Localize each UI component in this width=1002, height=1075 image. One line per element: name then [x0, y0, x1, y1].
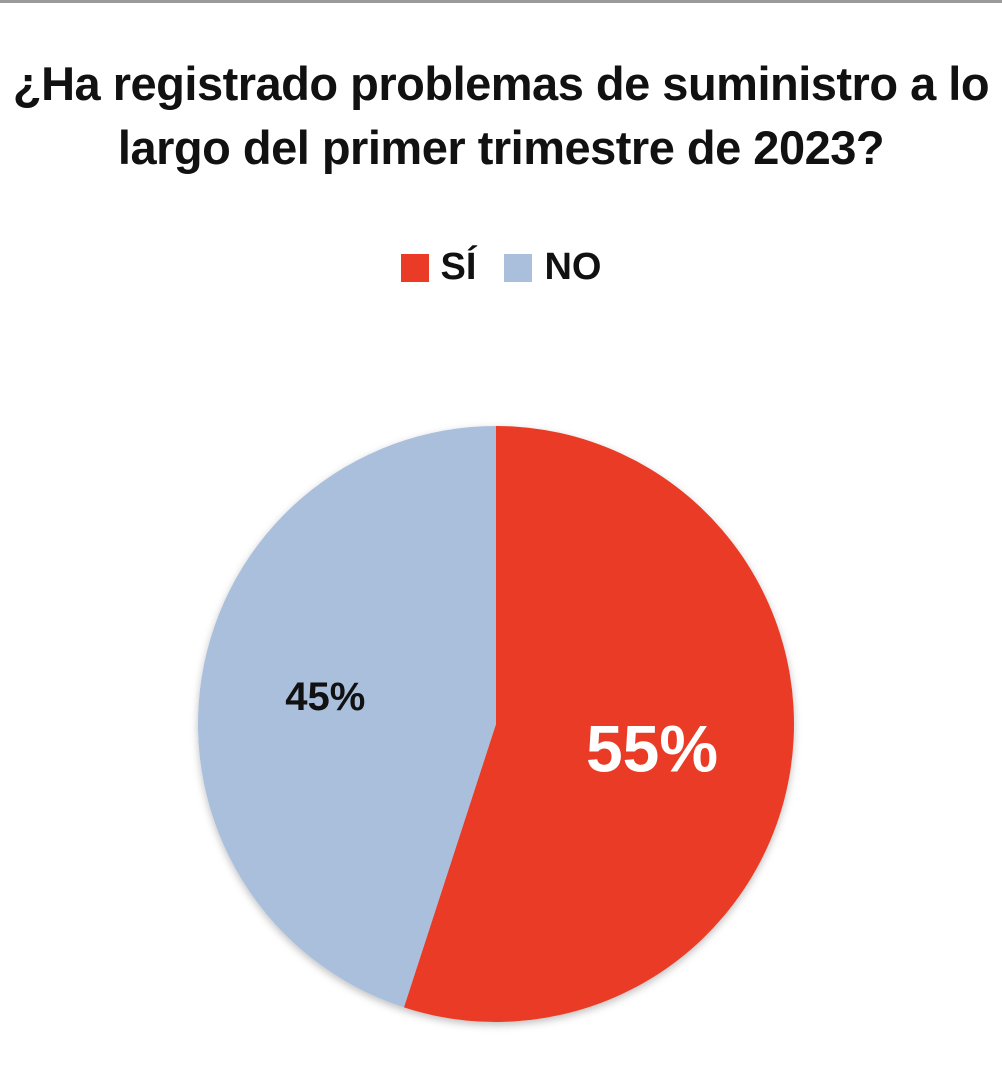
top-divider	[0, 0, 1002, 3]
legend-item-si: SÍ	[400, 246, 477, 289]
chart-title: ¿Ha registrado problemas de suministro a…	[12, 57, 990, 174]
legend-swatch-no	[504, 253, 533, 282]
legend-swatch-si	[400, 253, 429, 282]
data-label-si: 55%	[586, 712, 718, 786]
legend-item-no: NO	[504, 246, 601, 289]
chart-legend: SÍ NO	[0, 246, 1002, 289]
legend-label-si: SÍ	[440, 246, 477, 288]
pie-slice-si	[403, 426, 794, 1022]
legend-label-no: NO	[544, 246, 602, 288]
pie-slice-no	[197, 426, 496, 1008]
data-label-no: 45%	[285, 675, 365, 719]
